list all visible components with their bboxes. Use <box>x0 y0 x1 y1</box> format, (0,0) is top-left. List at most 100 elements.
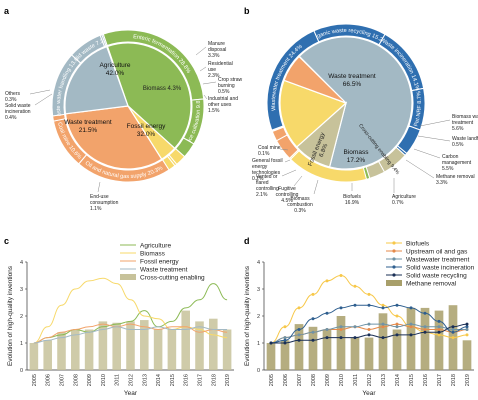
c-bar <box>126 321 135 370</box>
d-series-point <box>353 325 357 329</box>
c-bar <box>57 332 66 370</box>
b-ring-label-text: Pet-NRF 8.7% <box>413 91 423 128</box>
c-bar <box>112 322 121 370</box>
b-callout-methane: Methane removal 3.3% <box>436 174 475 186</box>
b-callout-landfill-line: 0.5% <box>452 142 464 148</box>
d-series-point <box>465 328 469 331</box>
d-legend-label: Methane removal <box>406 281 457 288</box>
c-series-line <box>33 277 228 344</box>
b-biomass-value: 17.2% <box>347 157 366 164</box>
c-x-tick-label: 2019 <box>225 374 231 386</box>
b-fossil-value: 6.8% <box>319 143 330 159</box>
a-callout-enduse-leader <box>97 181 101 193</box>
b-callout-bwt-line: treatment <box>452 120 474 126</box>
d-series-point <box>451 330 455 334</box>
d-bar <box>294 324 304 370</box>
c-bar <box>98 321 108 370</box>
b-callout-carbon-leader <box>413 148 441 159</box>
a-callout-manure: Manure disposal 3.3% <box>208 41 226 59</box>
b-ring-label-text: Organic waste recycling 15.2% <box>0 0 383 43</box>
d-legend-marker <box>392 257 396 261</box>
c-x-tick-label: 2018 <box>211 374 217 386</box>
a-inner-slice <box>64 45 129 115</box>
d-legend-label: Upstream oil and gas <box>406 249 468 256</box>
b-callout-biofuels-line: Biofuels <box>343 194 361 200</box>
d-series-point <box>311 338 315 342</box>
d-series-point <box>283 336 287 340</box>
c-bar <box>222 329 232 370</box>
a-callout-residential-line: 2.3% <box>208 73 220 79</box>
d-x-tick-label: 2016 <box>423 374 429 386</box>
b-callout-carbon-line: management <box>442 160 472 166</box>
a-ring-label: Solid waste 7.3% <box>0 0 105 61</box>
d-bar <box>308 326 318 370</box>
d-y-tick-label: 2 <box>257 314 260 320</box>
c-x-title: Year <box>124 390 138 397</box>
d-series-point <box>409 325 413 329</box>
c-series-line <box>33 323 228 344</box>
b-biomass-label: Biomass <box>344 149 370 156</box>
d-series-point <box>465 325 469 329</box>
b-callout-bcomb: Biomass combustion 0.3% <box>287 196 313 214</box>
a-callout-residential-leader <box>199 66 207 72</box>
d-series-point <box>409 306 413 310</box>
a-callout-enduse: End-use consumption 1.1% <box>90 194 119 212</box>
b-callout-fugitive-line: controlling <box>276 192 299 198</box>
d-series-point <box>339 274 343 277</box>
a-fossil-value: 32.0% <box>137 131 156 138</box>
d-x-tick-label: 2005 <box>269 374 275 386</box>
d-bar <box>406 307 416 370</box>
c-bar <box>181 310 190 370</box>
d-series-point <box>465 333 469 337</box>
d-y-tick-label: 0 <box>257 368 260 374</box>
c-y-title: Evolution of high-quality inventions <box>7 265 14 366</box>
c-x-tick-label: 2011 <box>115 374 121 386</box>
d-x-tick-label: 2011 <box>353 374 359 386</box>
d-series-point <box>451 325 455 329</box>
d-series-point <box>367 322 371 326</box>
a-callout-others: Others 0.3% <box>5 91 21 103</box>
d-series-point <box>437 330 441 334</box>
d-series-point <box>395 322 399 326</box>
d-x-tick-label: 2006 <box>283 374 289 386</box>
a-callout-others-line: Others <box>5 91 21 97</box>
b-callout-fugitive-line: 4.5% <box>281 198 293 204</box>
d-series-point <box>381 325 385 329</box>
d-series-point <box>437 328 441 331</box>
b-callout-agri-line: 0.7% <box>392 200 404 206</box>
d-series-point <box>283 338 287 342</box>
a-callout-enduse-line: 1.1% <box>90 206 102 212</box>
a-callout-others-line: 0.3% <box>5 97 17 103</box>
d-series-point <box>339 325 343 329</box>
c-x-tick-label: 2014 <box>156 374 162 386</box>
d-series-point <box>297 333 301 337</box>
d-legend-label: Solid waste incineration <box>406 265 475 272</box>
c-bar <box>209 318 218 370</box>
a-callout-manure-line: 3.3% <box>208 53 220 59</box>
d-legend-label: Biofuels <box>406 241 430 248</box>
b-callout-vented-line: flared <box>256 180 269 186</box>
d-series-point <box>451 336 455 340</box>
c-x-tick-label: 2013 <box>142 374 148 386</box>
b-callout-coal-leader <box>279 148 289 151</box>
a-waste-value: 21.5% <box>79 127 98 134</box>
c-bar <box>84 329 94 370</box>
b-callout-bwt-line: 5.6% <box>452 126 464 132</box>
d-series-point <box>269 341 273 345</box>
c-bar <box>29 343 39 370</box>
d-bar <box>322 329 332 370</box>
c-plot: 0 1 2 3 4 2005 2006 2007 2008 2009 2010 2011 2012 201… <box>7 260 234 397</box>
b-callout-general-line: energy <box>252 164 268 170</box>
b-waste-value: 66.5% <box>343 81 362 88</box>
b-callout-vented-line: Vented or <box>256 174 278 180</box>
d-series-point <box>395 303 399 307</box>
b-inner-slice <box>279 79 348 148</box>
c-legend-label: Fossil energy <box>140 259 179 266</box>
a-callout-crop-line: burning <box>218 83 235 89</box>
panel-label-c: c <box>4 236 9 246</box>
d-x-tick-label: 2018 <box>451 374 457 386</box>
b-callout-carbon-line: Carbon <box>442 154 459 160</box>
b-callout-methane-line: 3.3% <box>436 180 448 186</box>
a-callout-residential: Residential use 2.3% <box>208 61 233 79</box>
b-callout-landfill-line: Waste landfill <box>452 136 478 142</box>
